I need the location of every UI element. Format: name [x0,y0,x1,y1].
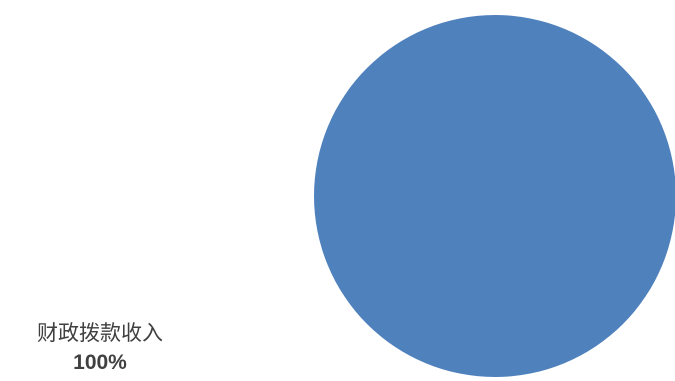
pie-data-label: 财政拨款收入 100% [0,318,200,378]
pie-data-label-value: 100% [73,351,127,374]
pie-slice [314,15,675,377]
pie-data-label-category: 财政拨款收入 [37,321,163,345]
